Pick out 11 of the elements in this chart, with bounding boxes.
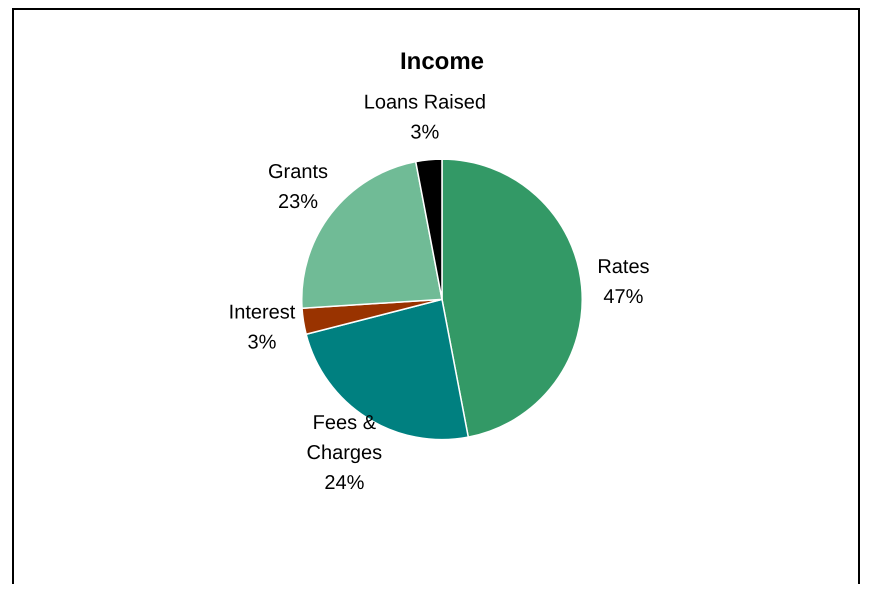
slice-label: Rates [597,256,650,278]
data-label: 3% [248,331,277,354]
data-label: 23% [278,191,318,214]
data-label: 47% [603,286,644,308]
data-label: 24% [324,472,365,494]
chart-title: Income [400,48,484,76]
slice-label: Loans Raised [364,91,486,114]
data-label: 3% [410,121,440,144]
slice-label: Interest [228,301,296,324]
slice-label: Grants [268,161,328,184]
slice-label: Fees & Charges [306,412,382,464]
